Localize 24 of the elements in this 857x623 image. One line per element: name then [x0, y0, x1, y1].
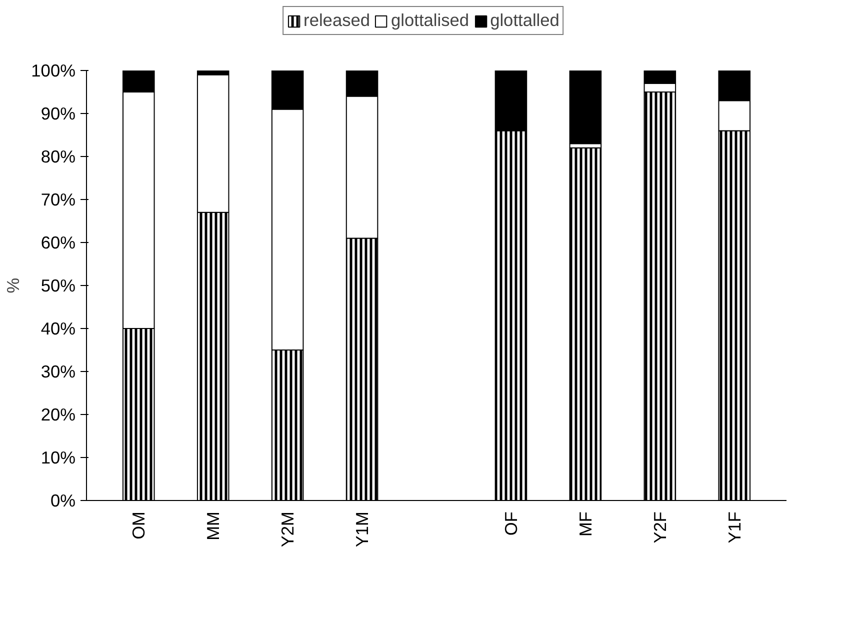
x-tick-label: Y1M — [352, 511, 372, 548]
x-tick-label: MM — [203, 511, 224, 540]
y-tick-label: 70% — [40, 190, 76, 210]
x-tick-label: MF — [575, 511, 596, 537]
y-tick-label: 0% — [50, 490, 76, 510]
y-tick-label: 80% — [40, 146, 76, 166]
x-tick-label: Y2F — [650, 512, 670, 544]
y-tick-label: 10% — [40, 448, 76, 468]
x-tick-label: OF — [500, 511, 521, 536]
x-tick-label: Y1F — [724, 512, 744, 544]
x-tick-label: Y2M — [278, 511, 298, 548]
legend-label: released — [304, 10, 370, 31]
bar — [569, 70, 602, 144]
y-tick-label: 100% — [31, 60, 76, 80]
y-tick-label: 40% — [40, 318, 76, 338]
y-tick-label: 60% — [40, 232, 76, 252]
legend-label: glottalised — [391, 10, 470, 31]
legend-label: glottalled — [490, 10, 560, 31]
y-tick-label: 90% — [40, 104, 76, 124]
y-tick-label: 50% — [40, 276, 76, 296]
x-tick-label: OM — [128, 511, 149, 540]
y-axis-title: % — [3, 278, 24, 294]
y-tick-label: 30% — [40, 362, 76, 382]
y-tick-label: 20% — [40, 404, 76, 424]
